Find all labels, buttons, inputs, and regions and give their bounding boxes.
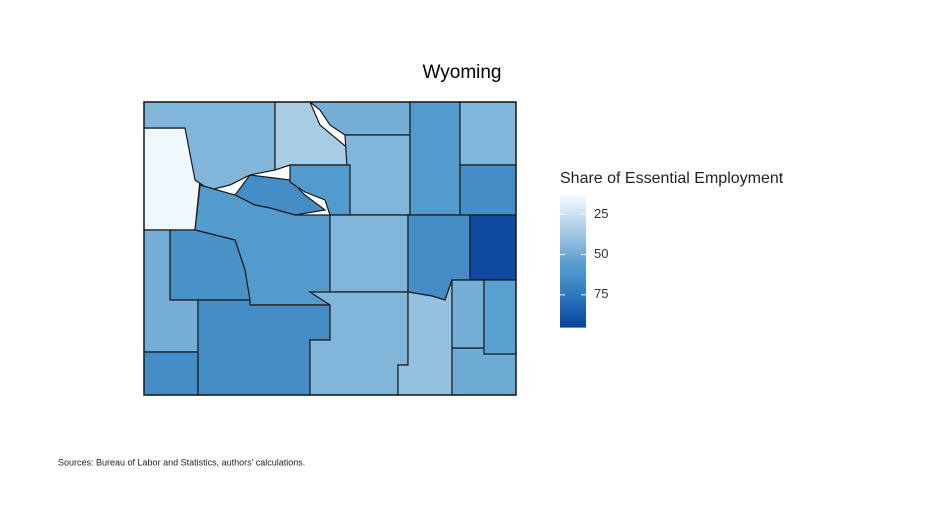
legend-swatch bbox=[560, 251, 586, 254]
county bbox=[329, 214, 409, 293]
legend-swatch bbox=[560, 323, 586, 326]
legend-swatch bbox=[560, 313, 586, 316]
legend-swatch bbox=[560, 289, 586, 292]
legend-swatch bbox=[560, 253, 586, 256]
legend-swatch bbox=[560, 271, 586, 274]
legend-swatch bbox=[560, 319, 586, 322]
legend-swatch bbox=[560, 197, 586, 200]
legend-swatch bbox=[560, 265, 586, 268]
legend-title: Share of Essential Employment bbox=[560, 170, 784, 187]
legend-swatch bbox=[560, 245, 586, 248]
legend-swatch bbox=[560, 255, 586, 258]
legend-swatch bbox=[560, 217, 586, 220]
legend-swatch bbox=[560, 269, 586, 272]
legend-tick-label: 25 bbox=[594, 206, 608, 221]
county bbox=[483, 279, 517, 355]
legend-swatch bbox=[560, 317, 586, 320]
legend-swatch bbox=[560, 267, 586, 270]
legend-swatch bbox=[560, 291, 586, 294]
legend-swatch bbox=[560, 307, 586, 310]
legend-swatch bbox=[560, 283, 586, 286]
legend-swatch bbox=[560, 259, 586, 262]
legend-swatch bbox=[560, 321, 586, 324]
map-title: Wyoming bbox=[422, 62, 501, 83]
legend-swatch bbox=[560, 301, 586, 304]
county bbox=[451, 279, 485, 349]
legend-swatch bbox=[560, 239, 586, 242]
legend-swatch bbox=[560, 303, 586, 306]
legend-swatch bbox=[560, 305, 586, 308]
legend-swatch bbox=[560, 309, 586, 312]
legend-swatch bbox=[560, 199, 586, 202]
county bbox=[451, 347, 517, 396]
legend-swatch bbox=[560, 285, 586, 288]
legend-swatch bbox=[560, 311, 586, 314]
legend-swatch bbox=[560, 227, 586, 230]
legend-swatch bbox=[560, 201, 586, 204]
county bbox=[459, 101, 517, 166]
county bbox=[289, 164, 351, 216]
legend-swatch bbox=[560, 241, 586, 244]
legend-swatch bbox=[560, 243, 586, 246]
legend-tick-label: 50 bbox=[594, 246, 608, 261]
legend-swatch bbox=[560, 263, 586, 266]
legend-swatch bbox=[560, 221, 586, 224]
county bbox=[143, 351, 199, 396]
legend-swatch bbox=[560, 257, 586, 260]
legend-swatch bbox=[560, 207, 586, 210]
legend-swatch bbox=[560, 233, 586, 236]
legend-swatch bbox=[560, 275, 586, 278]
county bbox=[469, 214, 517, 281]
county bbox=[344, 134, 411, 216]
legend-swatch bbox=[560, 215, 586, 218]
legend-swatch bbox=[560, 229, 586, 232]
source-note: Sources: Bureau of Labor and Statistics,… bbox=[58, 457, 305, 467]
legend-swatch bbox=[560, 261, 586, 264]
legend-swatch bbox=[560, 235, 586, 238]
legend-swatch bbox=[560, 195, 586, 198]
legend-swatch bbox=[560, 287, 586, 290]
legend-swatch bbox=[560, 203, 586, 206]
map-border bbox=[143, 101, 517, 396]
legend-swatch bbox=[560, 225, 586, 228]
legend-swatch bbox=[560, 209, 586, 212]
legend-swatch bbox=[560, 279, 586, 282]
county bbox=[409, 101, 461, 216]
legend-swatch bbox=[560, 299, 586, 302]
legend-swatch bbox=[560, 205, 586, 208]
legend-swatch bbox=[560, 237, 586, 240]
legend-swatch bbox=[560, 231, 586, 234]
legend-swatch bbox=[560, 247, 586, 250]
legend-swatch bbox=[560, 223, 586, 226]
legend-swatch bbox=[560, 295, 586, 298]
legend-swatch bbox=[560, 315, 586, 318]
legend-swatch bbox=[560, 273, 586, 276]
legend-swatch bbox=[560, 219, 586, 222]
legend-swatch bbox=[560, 293, 586, 296]
legend-swatch bbox=[560, 325, 586, 328]
legend-swatch bbox=[560, 281, 586, 284]
legend-swatch bbox=[560, 277, 586, 280]
legend-tick-label: 75 bbox=[594, 286, 608, 301]
legend-swatch bbox=[560, 211, 586, 214]
legend-swatch bbox=[560, 249, 586, 252]
legend-swatch bbox=[560, 213, 586, 216]
county bbox=[459, 164, 517, 216]
legend-swatch bbox=[560, 297, 586, 300]
